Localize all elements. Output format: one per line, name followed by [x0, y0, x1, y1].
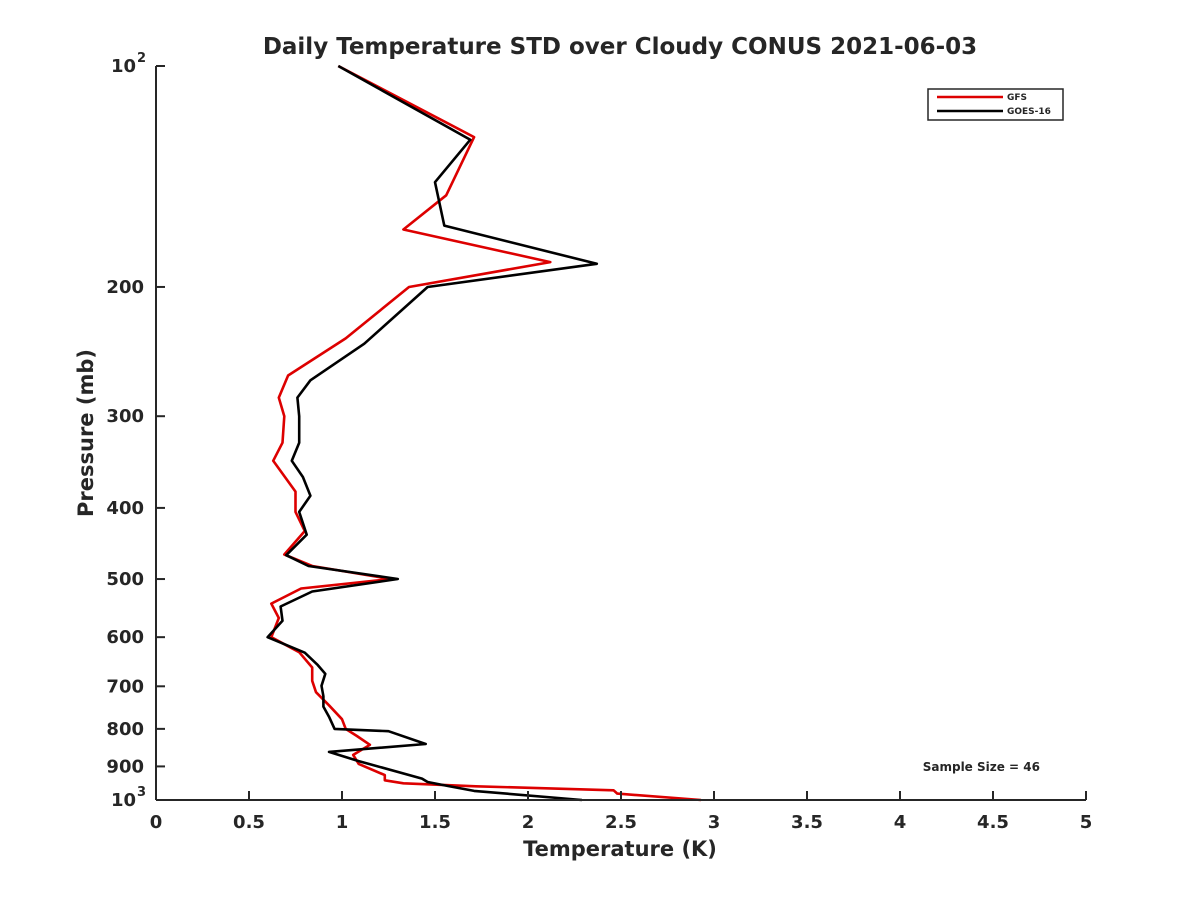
- series-line-gfs: [269, 64, 702, 802]
- x-tick-label: 1.5: [419, 812, 451, 833]
- y-tick-label: 600: [106, 627, 144, 648]
- x-tick-label: 2: [522, 812, 535, 833]
- y-tick-label: 800: [106, 719, 144, 740]
- series-line-goes-16: [266, 64, 599, 802]
- y-tick-label: 900: [106, 756, 144, 777]
- legend-label-goes-16: GOES-16: [1007, 107, 1051, 117]
- x-tick-label: 3.5: [791, 812, 823, 833]
- y-tick-label: 10: [111, 790, 136, 811]
- legend-box: [927, 88, 1064, 121]
- chart-title: Daily Temperature STD over Cloudy CONUS …: [263, 34, 977, 60]
- legend-label-gfs: GFS: [1007, 93, 1027, 103]
- y-tick-label: 300: [106, 406, 144, 427]
- x-axis-label: Temperature (K): [523, 837, 717, 861]
- x-tick-label: 0: [150, 812, 163, 833]
- x-tick-label: 3: [708, 812, 721, 833]
- axes-layer: 0 0.5 1 1.5 2 2.5 3 3.5 4 4.5 52102003004005006007…: [106, 51, 1092, 833]
- x-tick-label: 4: [894, 812, 907, 833]
- y-tick-exponent: 3: [137, 785, 146, 800]
- y-tick-label: 700: [106, 676, 144, 697]
- x-tick-label: 4.5: [977, 812, 1009, 833]
- y-tick-label: 400: [106, 498, 144, 519]
- x-tick-label: 5: [1080, 812, 1093, 833]
- series-layer: [266, 64, 702, 802]
- y-tick-exponent: 2: [137, 51, 146, 66]
- x-tick-label: 2.5: [605, 812, 637, 833]
- y-tick-label: 500: [106, 569, 144, 590]
- x-tick-label: 0.5: [233, 812, 265, 833]
- y-tick-label: 200: [106, 277, 144, 298]
- x-tick-label: 1: [336, 812, 349, 833]
- legend: GFS GOES-16: [927, 88, 1064, 121]
- sample-size-annotation: Sample Size = 46: [923, 760, 1040, 774]
- y-tick-label: 10: [111, 56, 136, 77]
- y-axis-label: Pressure (mb): [74, 349, 98, 517]
